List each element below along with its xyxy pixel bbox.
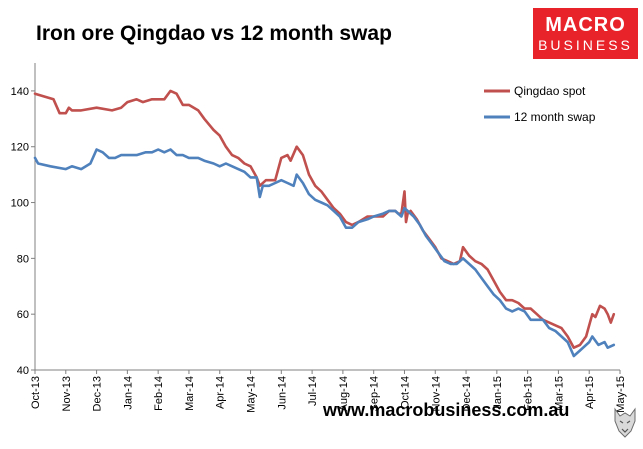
y-tick-label: 60: [17, 309, 29, 321]
x-tick-label: May-14: [246, 376, 258, 413]
x-tick-label: Apr-15: [584, 376, 596, 409]
macrobusiness-logo: MACRO BUSINESS: [533, 8, 638, 59]
x-tick-label: Oct-13: [30, 376, 42, 409]
series-line-qingdao-spot: [33, 89, 616, 349]
x-tick-label: Mar-14: [184, 376, 196, 411]
x-tick-label: Sep-14: [369, 376, 381, 411]
x-tick-label: Nov-14: [430, 376, 442, 411]
x-tick-label: Dec-14: [461, 376, 473, 411]
wolf-icon: [614, 407, 636, 438]
y-tick-label: 40: [17, 365, 29, 377]
x-tick-label: Apr-14: [215, 376, 227, 409]
footer-url: www.macrobusiness.com.au: [323, 400, 570, 420]
y-tick-label: 140: [11, 86, 29, 98]
x-tick-label: Oct-14: [399, 376, 411, 409]
chart-title: Iron ore Qingdao vs 12 month swap: [36, 22, 392, 45]
x-tick-label: Jun-14: [276, 376, 288, 410]
logo-line-1: MACRO: [545, 14, 626, 36]
y-tick-label: 100: [11, 198, 29, 210]
chart-legend: Qingdao spot 12 month swap: [484, 84, 596, 124]
x-tick-label: Feb-15: [523, 376, 535, 411]
chart-axes: 40 60 80 100 120 140 Oct-13 Nov-13 Dec-13 Jan-14 F…: [11, 63, 627, 413]
x-tick-label: May-15: [615, 376, 627, 413]
logo-line-2: BUSINESS: [538, 37, 633, 53]
x-tick-label: Jan-14: [122, 376, 134, 410]
x-tick-label: Jan-15: [492, 376, 504, 410]
x-tick-label: Aug-14: [338, 376, 350, 411]
x-tick-label: Mar-15: [553, 376, 565, 411]
legend-label: Qingdao spot: [514, 84, 586, 98]
x-tick-label: Nov-13: [61, 376, 73, 411]
legend-label: 12 month swap: [514, 110, 596, 124]
series-line-12-month-swap: [33, 148, 616, 358]
y-tick-label: 80: [17, 253, 29, 265]
x-tick-label: Dec-13: [92, 376, 104, 411]
x-tick-label: Feb-14: [153, 376, 165, 411]
x-tick-label: Jul-14: [307, 376, 319, 406]
y-tick-label: 120: [11, 142, 29, 154]
chart-series: [33, 89, 616, 358]
